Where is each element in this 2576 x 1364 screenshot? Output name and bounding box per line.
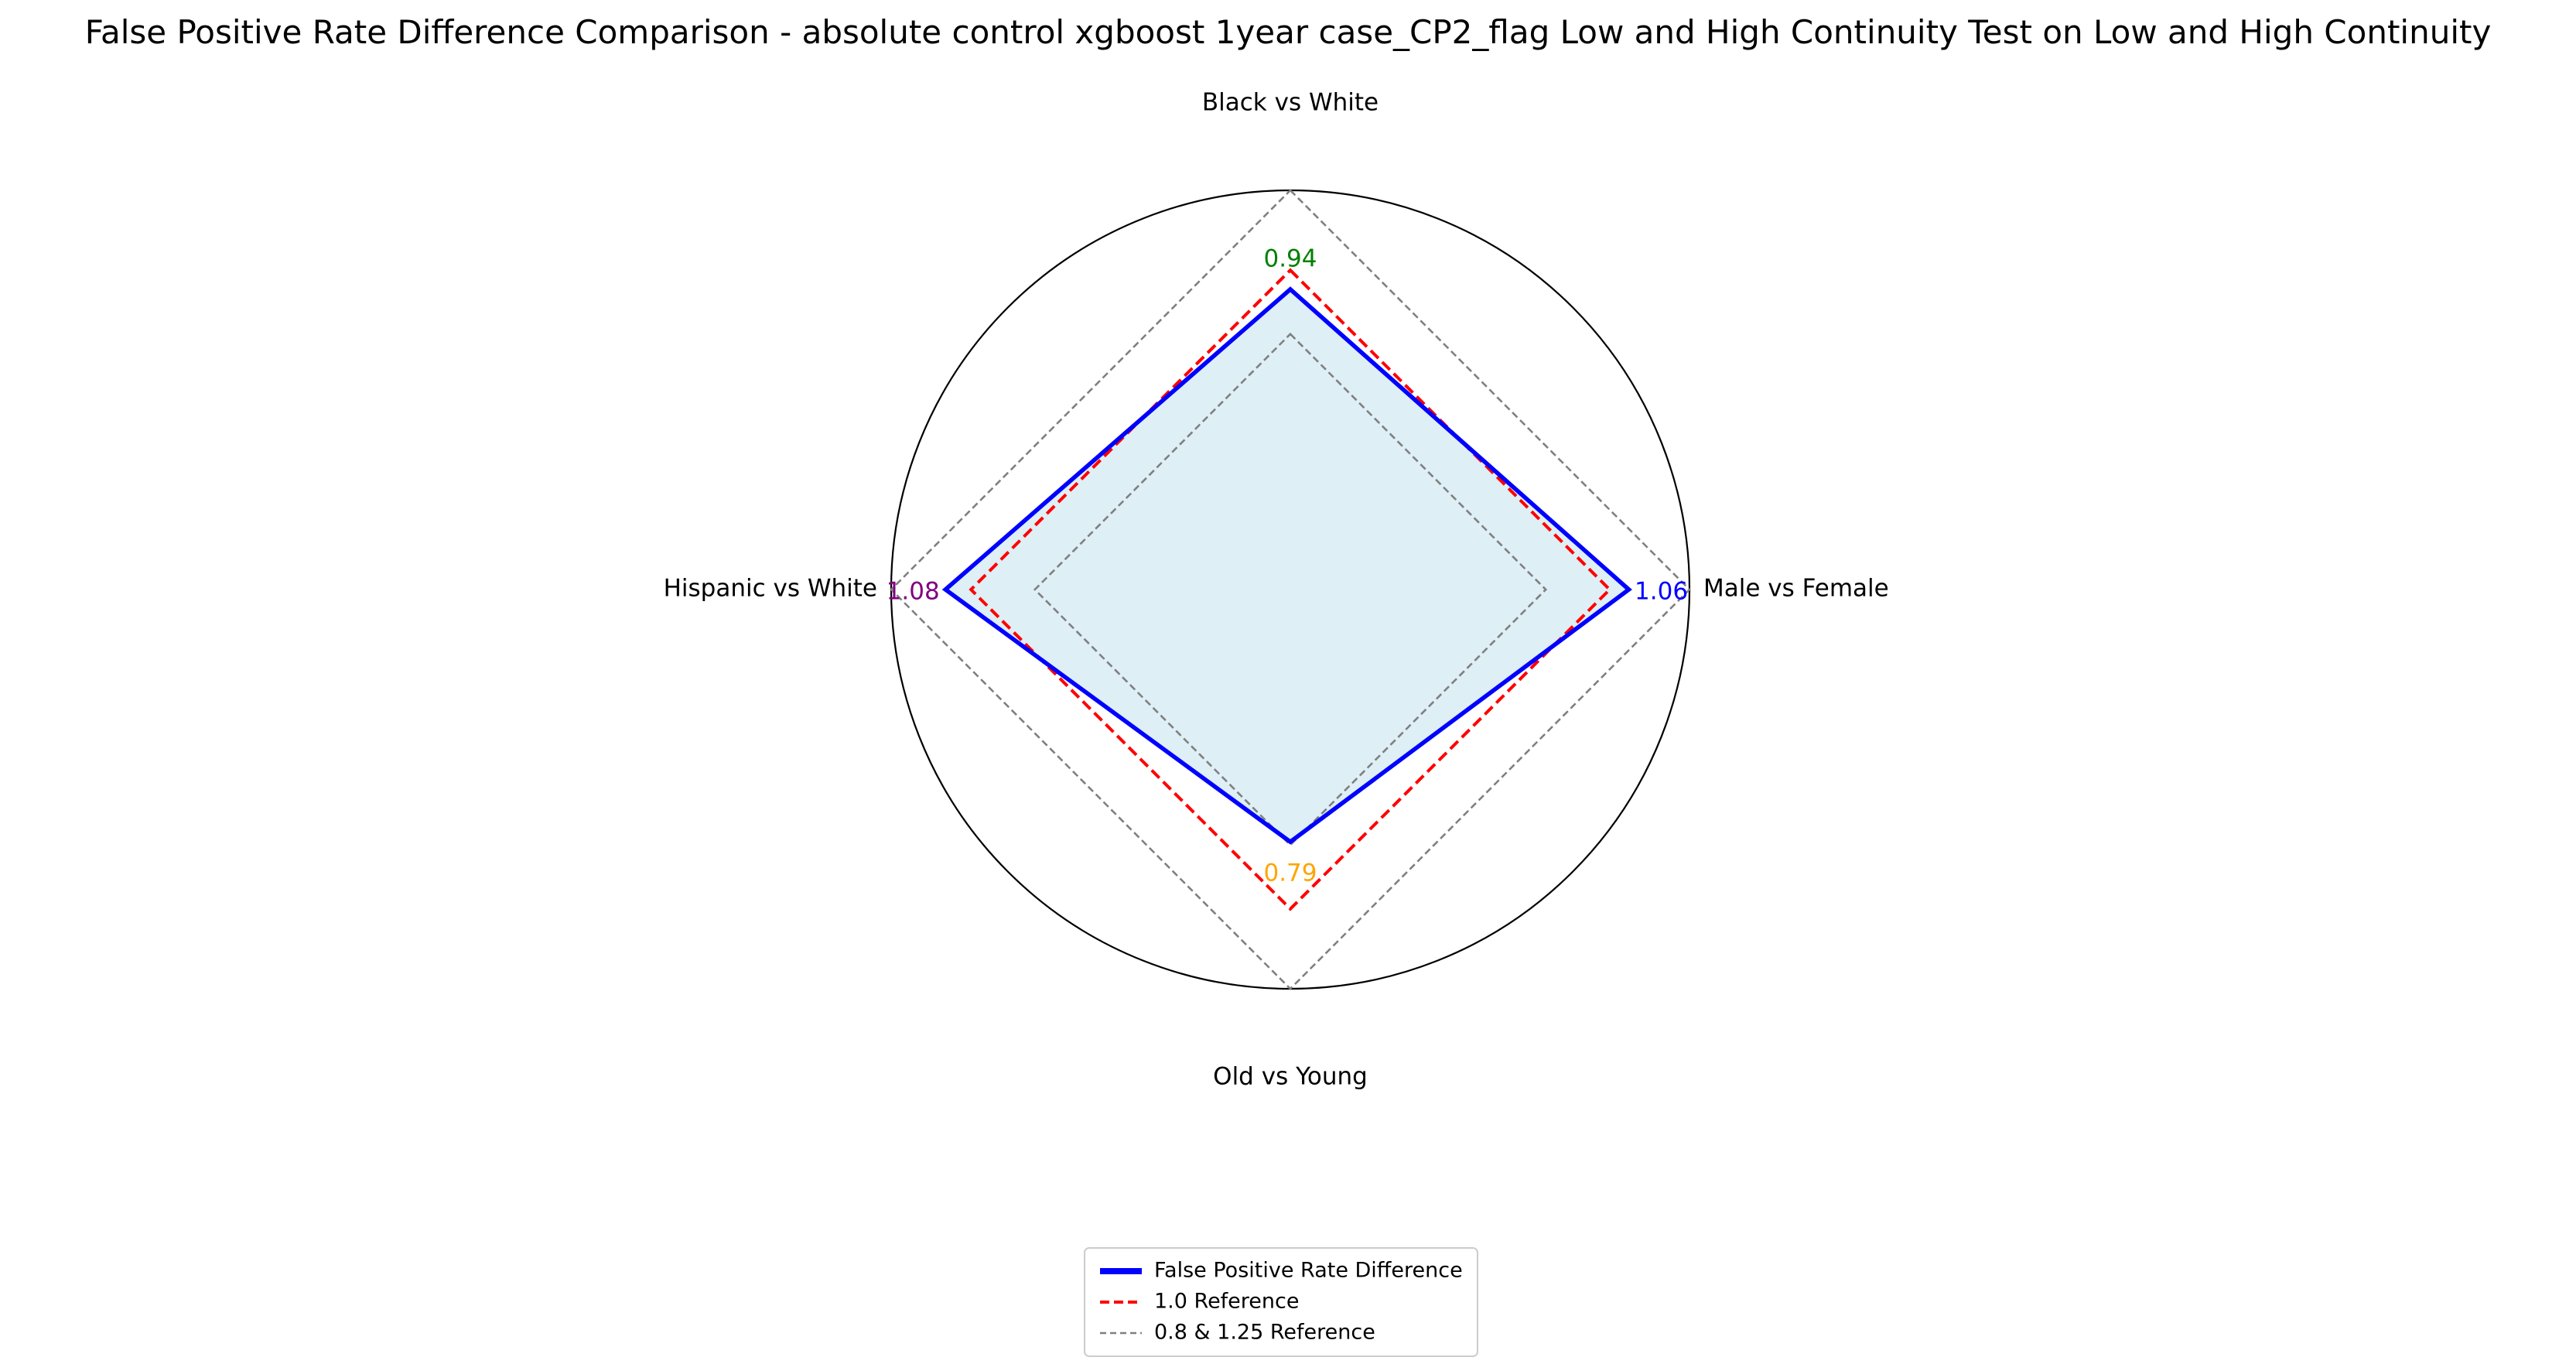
category-label-0: Black vs White [1202,89,1379,117]
value-label-3: 1.08 [887,578,940,606]
legend-label-2: 0.8 & 1.25 Reference [1154,1321,1375,1345]
reference-line-1 [969,268,1612,911]
value-label-1: 1.06 [1635,578,1688,606]
reference-line-0-8 [1033,332,1548,847]
category-label-3: Hispanic vs White [664,575,877,603]
chart-title: False Positive Rate Difference Compariso… [85,13,2492,51]
value-label-2: 0.79 [1263,860,1317,887]
legend: False Positive Rate Difference 1.0 Refere… [1084,1247,1478,1357]
series-line [941,286,1632,845]
legend-label-0: False Positive Rate Difference [1154,1259,1463,1283]
category-label-2: Old vs Young [1213,1063,1368,1091]
legend-label-1: 1.0 Reference [1154,1290,1299,1314]
category-label-1: Male vs Female [1703,575,1889,603]
reference-line-1-25 [890,189,1691,990]
value-label-0: 0.94 [1263,244,1317,272]
radar-plot-area: 0.94 1.06 0.79 1.08 Black vs White Male vs Fe… [664,89,1889,1091]
series-area-fill [945,289,1629,843]
legend-box [1084,1247,1478,1357]
